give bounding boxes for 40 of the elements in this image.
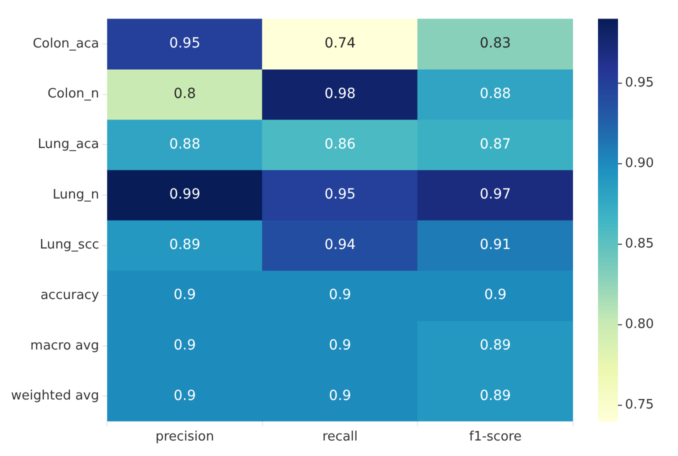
y-tick-label: Colon_aca xyxy=(32,36,100,52)
data-label: 0.99 xyxy=(169,186,200,203)
data-label: 0.9 xyxy=(328,338,352,354)
y-tick-label: Lung_scc xyxy=(40,238,100,253)
data-label: 0.89 xyxy=(169,236,200,253)
data-label: 0.89 xyxy=(480,388,511,404)
y-tick-label: Lung_aca xyxy=(38,136,100,152)
color-bar-label: 0.75 xyxy=(625,398,654,413)
data-label: 0.95 xyxy=(169,36,200,52)
x-tick-label: precision xyxy=(155,430,214,445)
x-tick-label: f1-score xyxy=(469,430,522,445)
color-bar-label: 0.85 xyxy=(625,236,654,252)
y-tick-label: accuracy xyxy=(40,288,100,303)
data-label: 0.86 xyxy=(324,136,356,152)
x-tick-label: recall xyxy=(322,430,358,445)
color-bar-label: 0.80 xyxy=(625,317,654,332)
data-label: 0.89 xyxy=(480,338,511,354)
data-label: 0.9 xyxy=(174,388,196,404)
data-label: 0.94 xyxy=(324,236,356,253)
color-bar-label: 0.95 xyxy=(625,76,654,91)
color-bar-label: 0.90 xyxy=(625,156,654,172)
data-label: 0.98 xyxy=(324,86,356,102)
data-label: 0.74 xyxy=(324,36,356,52)
data-label: 0.9 xyxy=(174,338,196,354)
data-label: 0.9 xyxy=(174,287,196,304)
y-tick-label: Colon_n xyxy=(48,86,100,102)
y-tick-label: weighted avg xyxy=(11,388,100,404)
data-label: 0.87 xyxy=(480,136,511,152)
data-label: 0.83 xyxy=(480,36,511,52)
data-label: 0.95 xyxy=(324,186,356,203)
data-label: 0.91 xyxy=(480,236,511,253)
data-label: 0.97 xyxy=(480,186,511,203)
data-label: 0.8 xyxy=(174,86,196,102)
y-tick-label: Lung_n xyxy=(52,187,100,202)
data-label: 0.9 xyxy=(328,388,352,404)
data-label: 0.9 xyxy=(328,287,352,304)
data-label: 0.88 xyxy=(169,136,200,152)
y-tick-label: macro avg xyxy=(30,338,100,354)
data-label: 0.88 xyxy=(480,86,511,102)
data-label: 0.9 xyxy=(484,287,506,304)
